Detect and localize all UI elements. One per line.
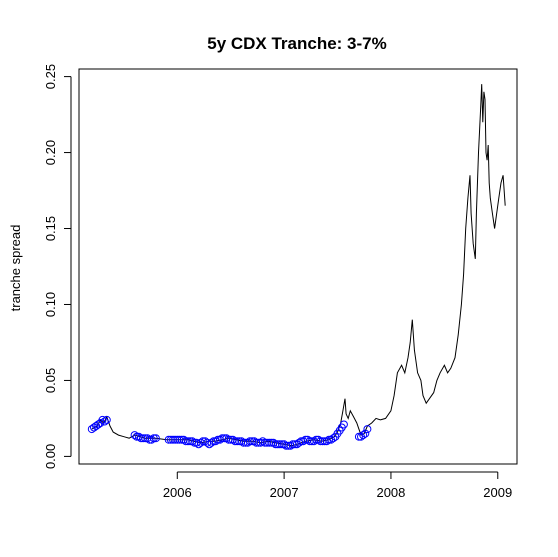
data-point bbox=[198, 437, 207, 446]
data-point bbox=[322, 437, 331, 446]
y-axis: 0.00 0.05 0.10 0.15 0.20 0.25 bbox=[43, 64, 72, 469]
data-point bbox=[169, 435, 177, 444]
y-tick-label: 0.15 bbox=[43, 216, 58, 241]
data-point bbox=[254, 438, 263, 447]
data-point bbox=[94, 420, 103, 429]
data-point bbox=[359, 431, 368, 440]
x-axis: 2006 2007 2008 2009 bbox=[163, 471, 512, 500]
data-point bbox=[339, 420, 348, 429]
data-point bbox=[190, 438, 199, 447]
data-point bbox=[363, 425, 372, 434]
data-point bbox=[151, 434, 160, 443]
data-point bbox=[273, 440, 282, 449]
data-point bbox=[290, 440, 299, 449]
data-point bbox=[316, 437, 325, 446]
data-point bbox=[263, 438, 271, 447]
data-point bbox=[361, 429, 370, 438]
data-point bbox=[231, 437, 239, 446]
data-point bbox=[147, 435, 156, 444]
data-point bbox=[295, 438, 304, 447]
data-point bbox=[137, 434, 145, 443]
y-tick-label: 0.00 bbox=[43, 444, 58, 469]
data-point bbox=[166, 435, 175, 444]
data-point bbox=[173, 435, 182, 444]
data-point bbox=[181, 437, 190, 446]
series-line bbox=[91, 84, 506, 447]
data-point bbox=[196, 438, 205, 447]
y-tick-label: 0.10 bbox=[43, 292, 58, 317]
data-point bbox=[329, 434, 338, 443]
series-layer bbox=[87, 84, 506, 450]
data-point bbox=[164, 435, 173, 444]
data-point bbox=[354, 432, 363, 441]
data-point bbox=[188, 437, 197, 446]
data-point bbox=[130, 431, 139, 440]
data-point bbox=[310, 437, 318, 446]
data-point bbox=[325, 435, 333, 444]
y-tick-label: 0.25 bbox=[43, 64, 58, 89]
data-point bbox=[256, 438, 265, 447]
x-tick-label: 2009 bbox=[483, 485, 512, 500]
data-point bbox=[260, 438, 269, 447]
data-point bbox=[100, 417, 109, 426]
x-tick-label: 2006 bbox=[163, 485, 192, 500]
data-point bbox=[143, 434, 152, 443]
chart-title: 5y CDX Tranche: 3-7% bbox=[207, 34, 387, 53]
y-tick-label: 0.20 bbox=[43, 140, 58, 165]
x-tick-label: 2007 bbox=[270, 485, 299, 500]
data-point bbox=[207, 438, 216, 447]
x-tick-label: 2008 bbox=[376, 485, 405, 500]
plot-frame bbox=[78, 68, 518, 465]
y-axis-label: tranche spread bbox=[8, 225, 23, 312]
data-point bbox=[271, 440, 280, 449]
data-point bbox=[102, 415, 111, 424]
data-point bbox=[149, 434, 158, 443]
y-tick-label: 0.05 bbox=[43, 368, 58, 393]
data-point bbox=[98, 415, 107, 424]
data-point bbox=[211, 437, 220, 446]
